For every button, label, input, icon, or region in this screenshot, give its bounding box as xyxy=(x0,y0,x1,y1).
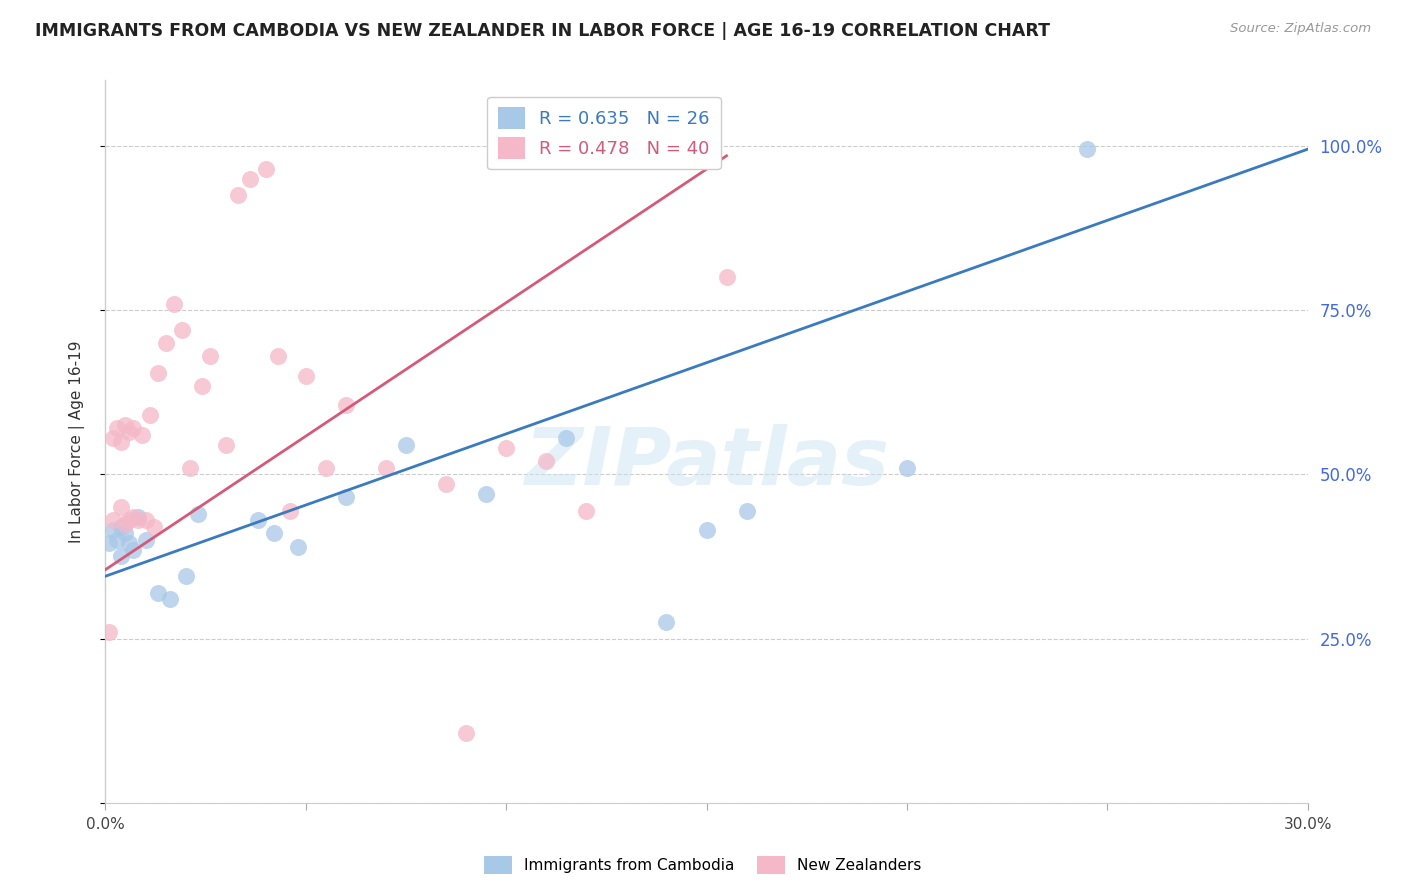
Point xyxy=(138,409,160,423)
Point xyxy=(107,533,129,547)
Point xyxy=(454,725,477,739)
Point xyxy=(716,270,738,285)
Point xyxy=(534,454,557,468)
Point xyxy=(122,510,145,524)
Point xyxy=(575,503,598,517)
Legend: Immigrants from Cambodia, New Zealanders: Immigrants from Cambodia, New Zealanders xyxy=(478,850,928,880)
Point xyxy=(395,438,418,452)
Point xyxy=(335,491,357,505)
Point xyxy=(170,323,193,337)
Point xyxy=(107,421,129,435)
Point xyxy=(735,503,758,517)
Point xyxy=(131,428,153,442)
Point xyxy=(103,513,125,527)
Point xyxy=(434,477,457,491)
Point xyxy=(142,520,165,534)
Point xyxy=(187,507,209,521)
Legend: R = 0.635   N = 26, R = 0.478   N = 40: R = 0.635 N = 26, R = 0.478 N = 40 xyxy=(486,96,721,169)
Point xyxy=(127,510,149,524)
Point xyxy=(335,399,357,413)
Point xyxy=(696,523,718,537)
Point xyxy=(98,625,121,640)
Point xyxy=(110,500,132,515)
Point xyxy=(190,378,212,392)
Point xyxy=(278,503,301,517)
Point xyxy=(475,487,498,501)
Point xyxy=(214,438,236,452)
Point xyxy=(374,460,398,475)
Point xyxy=(655,615,678,630)
Point xyxy=(146,366,169,380)
Point xyxy=(495,441,517,455)
Point xyxy=(114,418,136,433)
Point xyxy=(555,431,578,445)
Point xyxy=(246,513,269,527)
Y-axis label: In Labor Force | Age 16-19: In Labor Force | Age 16-19 xyxy=(69,340,84,543)
Point xyxy=(122,542,145,557)
Point xyxy=(103,431,125,445)
Text: IMMIGRANTS FROM CAMBODIA VS NEW ZEALANDER IN LABOR FORCE | AGE 16-19 CORRELATION: IMMIGRANTS FROM CAMBODIA VS NEW ZEALANDE… xyxy=(35,22,1050,40)
Point xyxy=(103,523,125,537)
Text: ZIPatlas: ZIPatlas xyxy=(524,425,889,502)
Point xyxy=(135,513,157,527)
Point xyxy=(162,296,184,310)
Point xyxy=(896,460,918,475)
Point xyxy=(226,188,249,202)
Point xyxy=(174,569,197,583)
Point xyxy=(118,536,141,550)
Point xyxy=(239,171,262,186)
Point xyxy=(122,421,145,435)
Point xyxy=(110,549,132,564)
Point xyxy=(110,520,132,534)
Point xyxy=(287,540,309,554)
Point xyxy=(295,368,318,383)
Point xyxy=(267,349,290,363)
Point xyxy=(114,516,136,531)
Text: Source: ZipAtlas.com: Source: ZipAtlas.com xyxy=(1230,22,1371,36)
Point xyxy=(98,536,121,550)
Point xyxy=(118,425,141,439)
Point xyxy=(155,336,177,351)
Point xyxy=(118,513,141,527)
Point xyxy=(159,592,181,607)
Point xyxy=(146,585,169,599)
Point xyxy=(135,533,157,547)
Point xyxy=(315,460,337,475)
Point xyxy=(254,161,277,176)
Point xyxy=(263,526,285,541)
Point xyxy=(1076,142,1098,156)
Point xyxy=(198,349,221,363)
Point xyxy=(179,460,201,475)
Point xyxy=(110,434,132,449)
Point xyxy=(114,526,136,541)
Point xyxy=(127,513,149,527)
